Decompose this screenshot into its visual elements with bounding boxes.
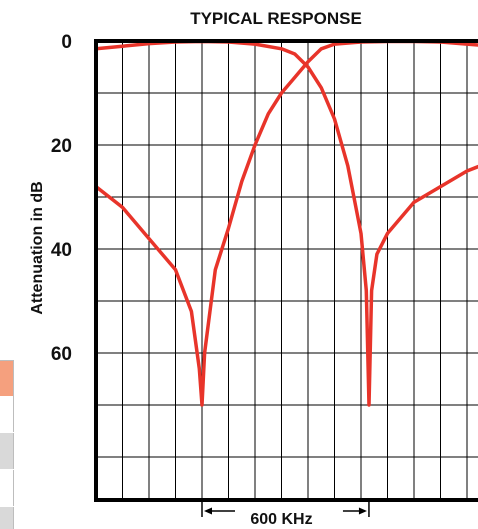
annotation-left-arrowhead xyxy=(204,507,212,515)
side-strip-white-2 xyxy=(0,470,14,506)
chart-grid xyxy=(96,41,478,500)
response-curve-2 xyxy=(94,39,478,407)
y-tick-label: 0 xyxy=(61,32,72,53)
chart-title: TYPICAL RESPONSE xyxy=(190,9,362,28)
side-strip-gray-2 xyxy=(0,507,14,529)
y-tick-label: 20 xyxy=(51,136,72,157)
response-curve-1 xyxy=(94,39,478,407)
annotation-right-arrowhead xyxy=(358,507,367,515)
bandwidth-annotation: 600 KHz xyxy=(201,500,370,528)
y-axis-label: Attenuation in dB xyxy=(29,181,46,314)
side-strip-white-1 xyxy=(0,396,14,432)
y-tick-labels: 0 20 40 60 xyxy=(51,32,72,365)
y-tick-label: 60 xyxy=(51,344,72,365)
annotation-label: 600 KHz xyxy=(250,511,312,528)
plot-frame xyxy=(94,39,478,502)
side-strip-gray-1 xyxy=(0,433,14,469)
y-tick-label: 40 xyxy=(51,240,72,261)
chart-curves xyxy=(94,39,478,407)
